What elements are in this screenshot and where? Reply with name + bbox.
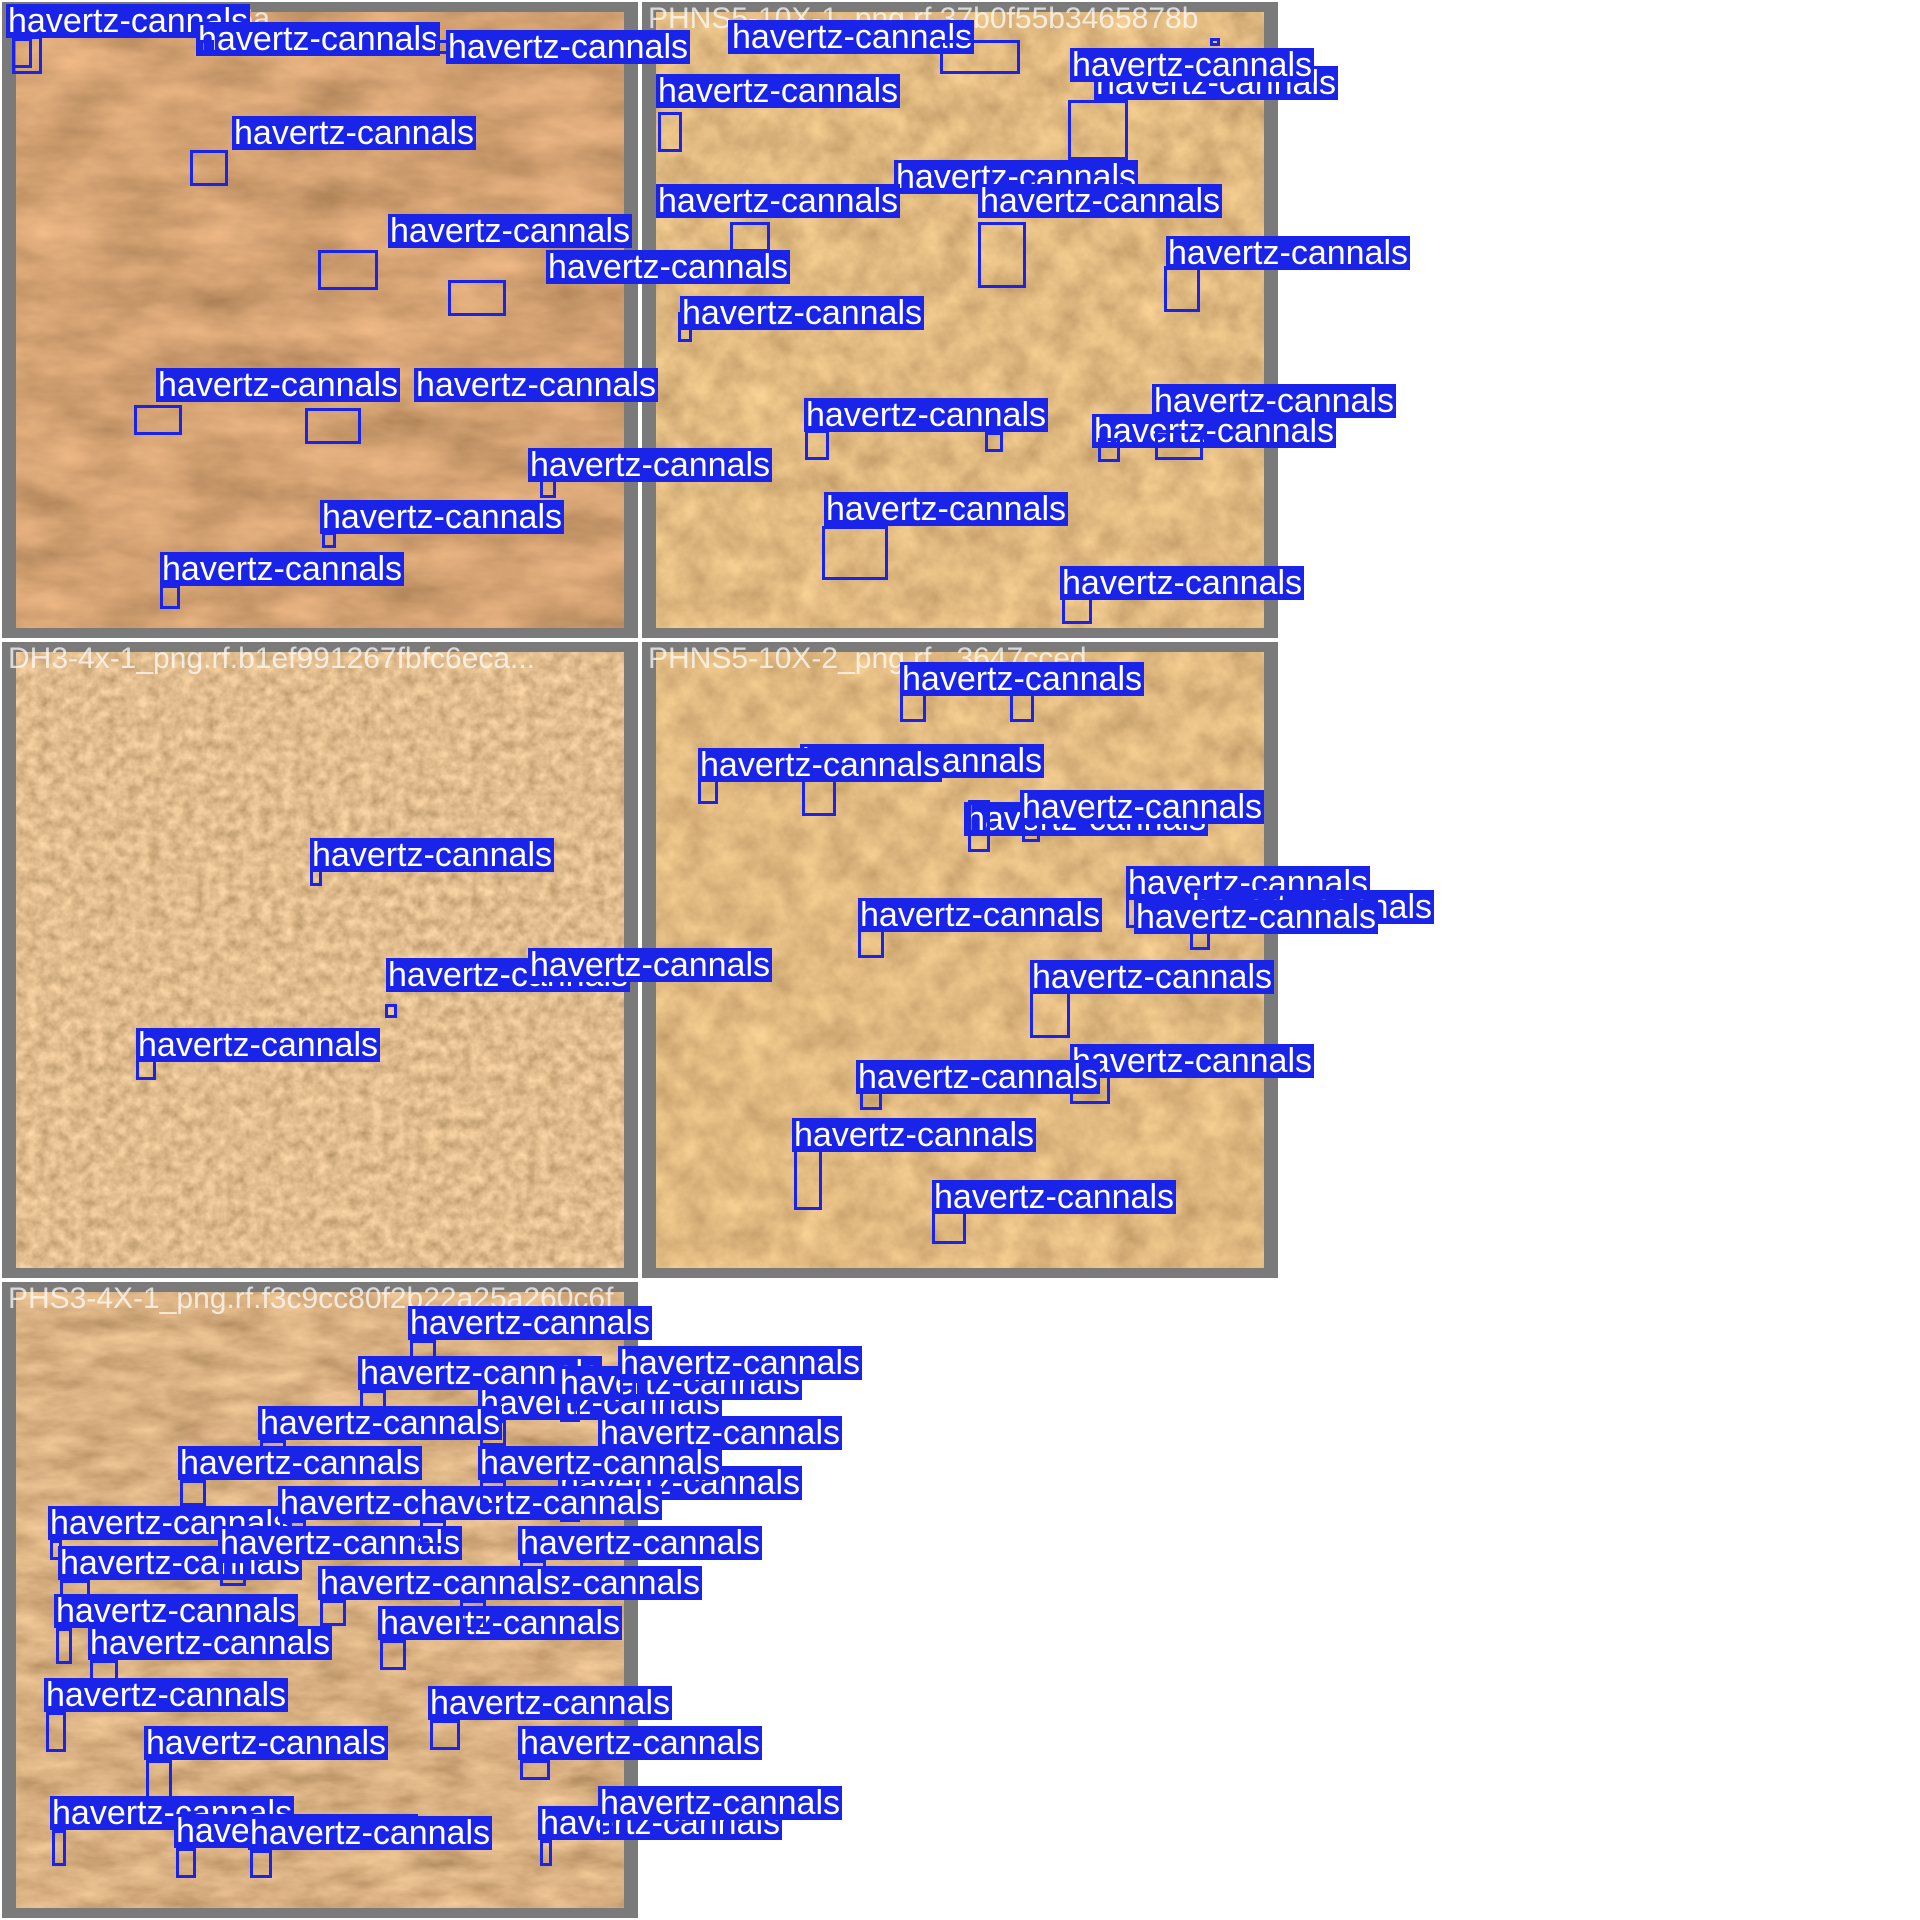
- image-tile-4: PHNS5-10X-2_png.rf...3647cced: [642, 642, 1278, 1278]
- image-tile-3: DH3-4x-1_png.rf.b1ef991267fbfc6eca...: [2, 642, 638, 1278]
- image-tile-5: PHS3-4X-1_png.rf.f3c9cc80f2b22a25a260c6f: [2, 1282, 638, 1918]
- detection-label: havertz-cannals: [618, 1344, 863, 1382]
- image-tile-2: PHNS5-10X-1_png.rf.37b0f55b3465878b: [642, 2, 1278, 638]
- bone-micrograph-image: [16, 652, 624, 1268]
- bone-micrograph-image: [656, 12, 1264, 628]
- bone-micrograph-image: [16, 12, 624, 628]
- bone-micrograph-image: [656, 652, 1264, 1268]
- bone-micrograph-image: [16, 1292, 624, 1908]
- image-tile-1: -1_png.rf.ba34d56a...: [2, 2, 638, 638]
